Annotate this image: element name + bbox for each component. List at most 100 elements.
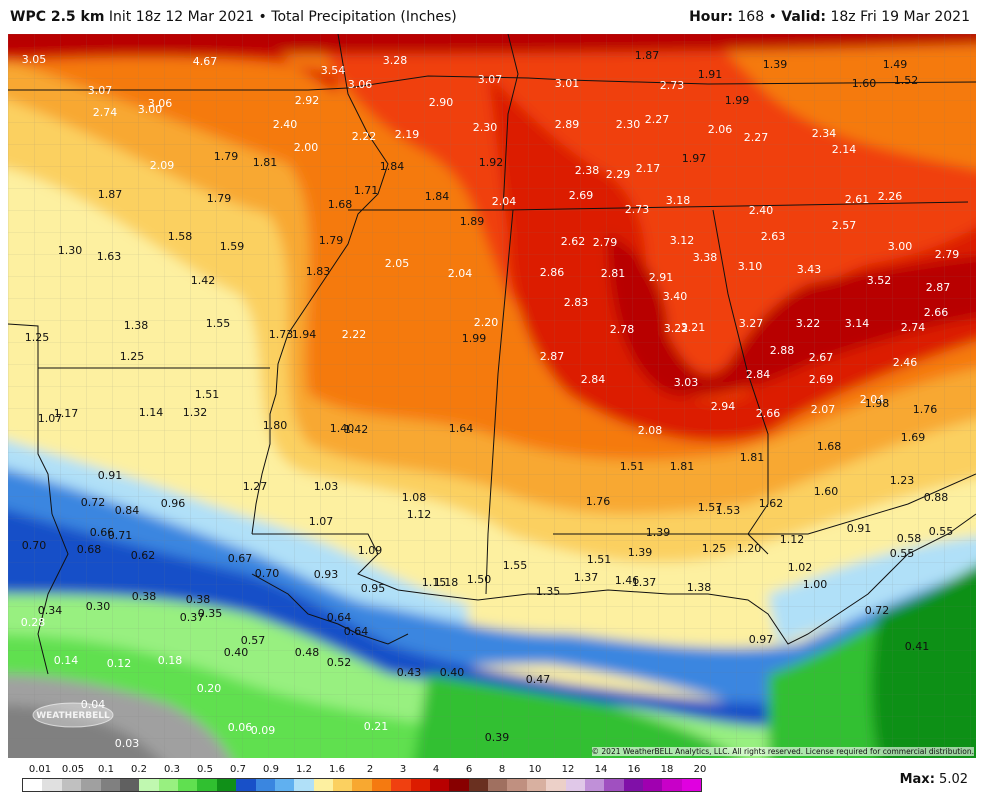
precip-label: 0.12 <box>107 657 132 670</box>
scale-swatch <box>681 779 702 791</box>
valid-value: 18z Fri 19 Mar 2021 <box>830 9 970 25</box>
precip-label: 2.27 <box>744 131 769 144</box>
precip-label: 1.25 <box>25 331 50 344</box>
scale-swatch <box>391 779 411 791</box>
precip-label: 3.10 <box>738 260 763 273</box>
scale-tick-label: 3 <box>399 764 407 775</box>
color-scale-legend: 0.01 0.05 0.1 0.2 0.3 0.5 0.7 0.9 1.2 1.6 2 3 4 6 8 10 1… <box>8 762 708 802</box>
precip-label: 1.60 <box>852 77 877 90</box>
precip-label: 0.48 <box>295 646 320 659</box>
scale-swatch <box>468 779 488 791</box>
precip-label: 0.35 <box>198 607 223 620</box>
precip-label: 2.91 <box>649 271 674 284</box>
scale-tick-label: 12 <box>561 764 575 775</box>
scale-tick-label: 18 <box>660 764 674 775</box>
precip-label: 1.81 <box>670 460 695 473</box>
precip-label: 1.58 <box>168 230 193 243</box>
precip-label: 0.37 <box>180 611 205 624</box>
precip-label: 1.08 <box>402 491 427 504</box>
precip-label: 1.20 <box>737 542 762 555</box>
precip-label: 1.99 <box>462 332 487 345</box>
precip-label: 1.18 <box>434 576 459 589</box>
scale-swatch <box>604 779 624 791</box>
precip-label: 0.38 <box>132 590 157 603</box>
precip-label: 2.19 <box>395 128 420 141</box>
map-title: WPC 2.5 km Init 18z 12 Mar 2021 • Total … <box>10 9 457 25</box>
precip-label: 1.37 <box>574 571 599 584</box>
precip-label: 0.40 <box>440 666 465 679</box>
precip-label: 0.91 <box>98 469 123 482</box>
scale-tick-label: 6 <box>465 764 473 775</box>
precipitation-map[interactable]: 3.05 4.67 3.54 3.28 1.87 1.49 3.07 3.06 3.07 3.01… <box>8 34 976 758</box>
precip-label: 2.79 <box>593 236 618 249</box>
precip-label: 3.27 <box>739 317 764 330</box>
scale-swatch <box>526 779 547 791</box>
precip-label: 2.84 <box>746 368 771 381</box>
precip-label: 1.51 <box>587 553 612 566</box>
precip-label: 0.55 <box>890 547 915 560</box>
precip-label: 0.93 <box>314 568 339 581</box>
precip-label: 3.00 <box>138 103 163 116</box>
scale-swatch <box>333 779 353 791</box>
precip-label: 1.07 <box>309 515 334 528</box>
scale-swatch <box>42 779 62 791</box>
precip-label: 2.14 <box>832 143 857 156</box>
precip-value-labels: 3.05 4.67 3.54 3.28 1.87 1.49 3.07 3.06 3.07 3.01… <box>21 49 960 750</box>
precip-label: 2.34 <box>812 127 837 140</box>
precip-label: 2.66 <box>756 407 781 420</box>
precip-label: 2.22 <box>352 130 377 143</box>
precip-label: 1.55 <box>206 317 231 330</box>
precip-label: 1.71 <box>354 184 379 197</box>
precip-label: 0.55 <box>929 525 954 538</box>
precip-label: 0.39 <box>485 731 510 744</box>
state-borders <box>8 34 976 675</box>
scale-swatch <box>119 779 140 791</box>
precip-label: 1.32 <box>183 406 208 419</box>
precip-label: 0.96 <box>161 497 186 510</box>
map-canvas[interactable]: 3.05 4.67 3.54 3.28 1.87 1.49 3.07 3.06 3.07 3.01… <box>8 34 976 758</box>
precip-label: 2.61 <box>845 193 870 206</box>
weatherbell-logo: WEATHERBELL <box>30 700 116 730</box>
precip-label: 1.89 <box>460 215 485 228</box>
precip-label: 0.18 <box>158 654 183 667</box>
hour-value: 168 <box>737 9 765 25</box>
precip-label: 1.12 <box>780 533 805 546</box>
scale-color-bar <box>22 778 702 792</box>
precip-label: 1.59 <box>220 240 245 253</box>
precip-label: 2.81 <box>601 267 626 280</box>
precip-label: 1.84 <box>425 190 450 203</box>
precip-label: 1.99 <box>725 94 750 107</box>
precip-label: 1.91 <box>698 68 723 81</box>
scale-swatch <box>274 779 295 791</box>
precip-label: 1.42 <box>191 274 216 287</box>
precip-label: 1.49 <box>883 58 908 71</box>
scale-swatch <box>371 779 392 791</box>
precip-label: 1.12 <box>407 508 432 521</box>
precip-label: 2.74 <box>93 106 118 119</box>
precip-label: 1.25 <box>120 350 145 363</box>
precip-label: 2.87 <box>926 281 951 294</box>
precip-label: 1.80 <box>263 419 288 432</box>
precip-label: 3.05 <box>22 53 47 66</box>
precip-label: 3.07 <box>88 84 113 97</box>
precip-label: 0.72 <box>865 604 890 617</box>
scale-swatch <box>546 779 566 791</box>
precip-label: 3.28 <box>383 54 408 67</box>
precip-label: 1.07 <box>38 412 63 425</box>
precip-label: 3.06 <box>348 78 373 91</box>
precip-label: 3.54 <box>321 64 346 77</box>
precip-label: 1.60 <box>814 485 839 498</box>
precip-label: 2.46 <box>893 356 918 369</box>
precip-label: 1.40 <box>330 422 355 435</box>
scale-swatch <box>410 779 430 791</box>
scale-tick-label: 20 <box>693 764 707 775</box>
precip-label: 1.68 <box>328 198 353 211</box>
precip-label: 4.67 <box>193 55 218 68</box>
product-name: Total Precipitation (Inches) <box>271 9 457 25</box>
precip-label: 1.14 <box>139 406 164 419</box>
precip-label: 0.91 <box>847 522 872 535</box>
scale-tick-label: 0.5 <box>197 764 213 775</box>
precip-label: 1.51 <box>620 460 645 473</box>
scale-swatch <box>352 779 372 791</box>
precip-label: 2.74 <box>901 321 926 334</box>
